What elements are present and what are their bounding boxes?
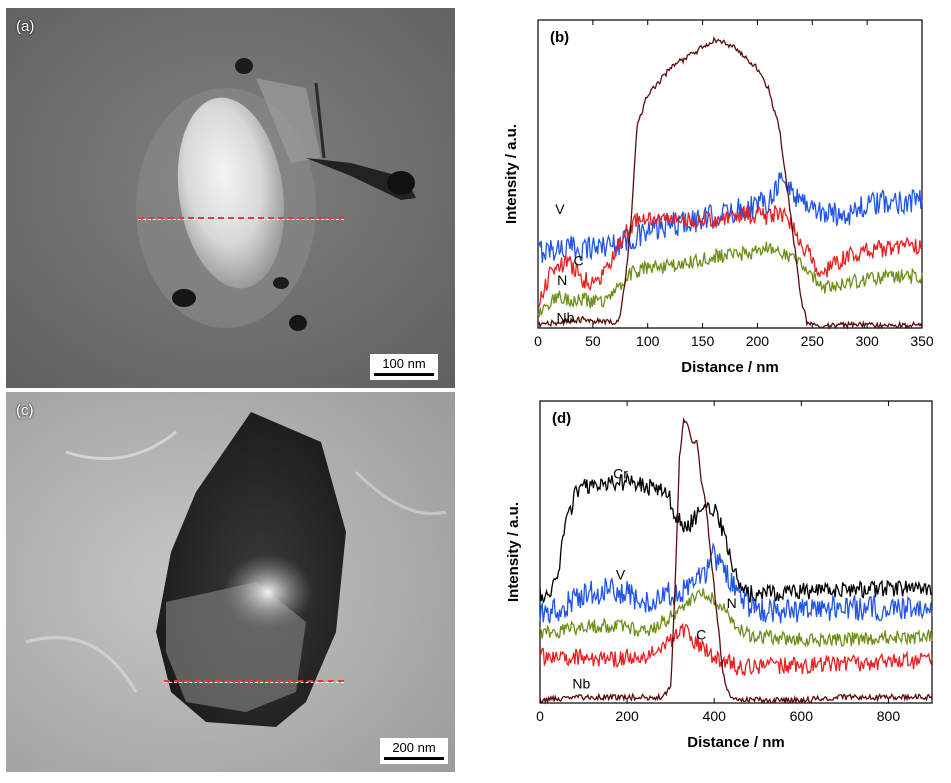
series-V-line bbox=[539, 541, 933, 624]
series-label-N: N bbox=[727, 595, 737, 611]
scan-line-c-white bbox=[164, 682, 344, 683]
panel-label-c: (c) bbox=[16, 402, 34, 419]
chart-d-svg: 0 200 400 600 800 Distance / nm Intensity / a.… bbox=[505, 400, 933, 751]
scale-bar-c-label: 200 nm bbox=[392, 740, 436, 755]
scale-bar-c: 200 nm bbox=[380, 738, 448, 764]
x-tick-label: 200 bbox=[746, 333, 770, 349]
scale-bar-a: 100 nm bbox=[370, 354, 438, 380]
series-Nb-line bbox=[537, 35, 923, 330]
plot-frame bbox=[537, 19, 923, 329]
x-tick-label: 800 bbox=[877, 708, 901, 724]
y-axis-label: Intensity / a.u. bbox=[503, 124, 520, 224]
scale-bar-c-line bbox=[384, 757, 444, 760]
scan-line-a bbox=[138, 217, 344, 219]
panel-label: (b) bbox=[550, 29, 569, 46]
series-Cr-line bbox=[539, 471, 933, 604]
x-tick-label: 400 bbox=[703, 708, 727, 724]
scale-bar-a-label: 100 nm bbox=[382, 356, 426, 371]
series-label-Nb: Nb bbox=[556, 309, 574, 325]
x-tick-label: 200 bbox=[615, 708, 639, 724]
x-tick-label: 150 bbox=[691, 333, 715, 349]
scan-line-c bbox=[164, 680, 344, 682]
series-label-N: N bbox=[557, 272, 567, 288]
x-tick-label: 250 bbox=[801, 333, 825, 349]
plot-frame bbox=[539, 400, 933, 704]
micrograph-c: (c) 200 nm bbox=[6, 392, 455, 772]
y-axis-label: Intensity / a.u. bbox=[505, 502, 522, 602]
series-label-V: V bbox=[616, 566, 626, 582]
x-axis-label: Distance / nm bbox=[681, 359, 779, 376]
scale-bar-a-line bbox=[374, 373, 434, 376]
series-C-line bbox=[537, 205, 923, 308]
chart-b: 0 50 100 150 200 250 300 350 Distance / nm Intens… bbox=[490, 10, 940, 390]
scan-line-a-white bbox=[138, 219, 344, 220]
series-N-line bbox=[537, 241, 923, 317]
series-label-C: C bbox=[574, 252, 584, 268]
x-tick-label: 300 bbox=[855, 333, 879, 349]
series-label-C: C bbox=[696, 627, 706, 643]
series-Nb-line bbox=[539, 416, 933, 705]
micrograph-a-image bbox=[6, 8, 455, 388]
series-N-line bbox=[539, 588, 933, 648]
panel-label-a: (a) bbox=[16, 18, 35, 35]
x-tick-label: 0 bbox=[534, 333, 542, 349]
x-axis-label: Distance / nm bbox=[687, 734, 785, 751]
chart-b-svg: 0 50 100 150 200 250 300 350 Distance / nm Intens… bbox=[503, 19, 934, 376]
chart-d: 0 200 400 600 800 Distance / nm Intensity / a.… bbox=[490, 393, 945, 778]
panel-label: (d) bbox=[552, 410, 571, 427]
micrograph-c-image bbox=[6, 392, 455, 772]
x-tick-label: 50 bbox=[585, 333, 601, 349]
series-label-Cr: Cr bbox=[613, 466, 628, 482]
x-tick-label: 350 bbox=[910, 333, 934, 349]
series-label-Nb: Nb bbox=[572, 676, 590, 692]
series-C-line bbox=[539, 623, 933, 676]
x-tick-label: 0 bbox=[536, 708, 544, 724]
x-tick-label: 600 bbox=[790, 708, 814, 724]
micrograph-a: (a) 100 nm bbox=[6, 8, 455, 388]
series-V-line bbox=[537, 172, 923, 263]
series-label-V: V bbox=[555, 201, 565, 217]
x-tick-label: 100 bbox=[636, 333, 660, 349]
